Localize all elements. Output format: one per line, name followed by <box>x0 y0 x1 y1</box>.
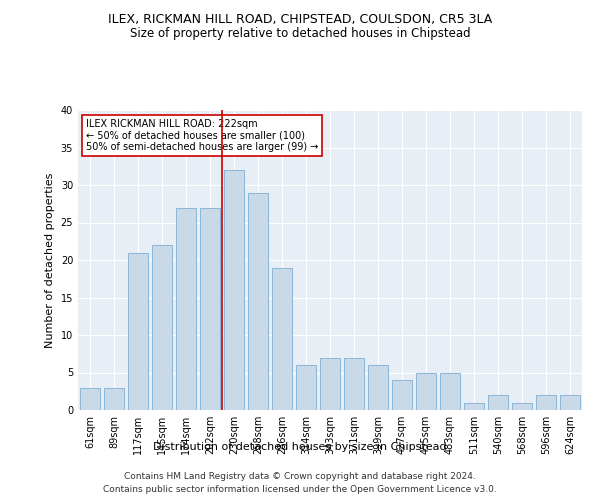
Bar <box>416 372 436 410</box>
Bar <box>296 365 316 410</box>
Text: ILEX, RICKMAN HILL ROAD, CHIPSTEAD, COULSDON, CR5 3LA: ILEX, RICKMAN HILL ROAD, CHIPSTEAD, COUL… <box>108 12 492 26</box>
Text: Size of property relative to detached houses in Chipstead: Size of property relative to detached ho… <box>130 28 470 40</box>
Bar <box>80 388 100 410</box>
Bar <box>440 372 460 410</box>
Text: Contains HM Land Registry data © Crown copyright and database right 2024.: Contains HM Land Registry data © Crown c… <box>124 472 476 481</box>
Bar <box>104 388 124 410</box>
Bar <box>560 395 580 410</box>
Bar <box>176 208 196 410</box>
Bar <box>152 245 172 410</box>
Bar <box>272 268 292 410</box>
Bar <box>392 380 412 410</box>
Bar <box>320 358 340 410</box>
Bar <box>464 402 484 410</box>
Bar <box>344 358 364 410</box>
Text: Distribution of detached houses by size in Chipstead: Distribution of detached houses by size … <box>153 442 447 452</box>
Bar <box>368 365 388 410</box>
Bar <box>512 402 532 410</box>
Bar <box>128 252 148 410</box>
Bar <box>200 208 220 410</box>
Y-axis label: Number of detached properties: Number of detached properties <box>45 172 55 348</box>
Bar <box>224 170 244 410</box>
Text: Contains public sector information licensed under the Open Government Licence v3: Contains public sector information licen… <box>103 485 497 494</box>
Text: ILEX RICKMAN HILL ROAD: 222sqm
← 50% of detached houses are smaller (100)
50% of: ILEX RICKMAN HILL ROAD: 222sqm ← 50% of … <box>86 119 318 152</box>
Bar <box>488 395 508 410</box>
Bar <box>536 395 556 410</box>
Bar <box>248 192 268 410</box>
